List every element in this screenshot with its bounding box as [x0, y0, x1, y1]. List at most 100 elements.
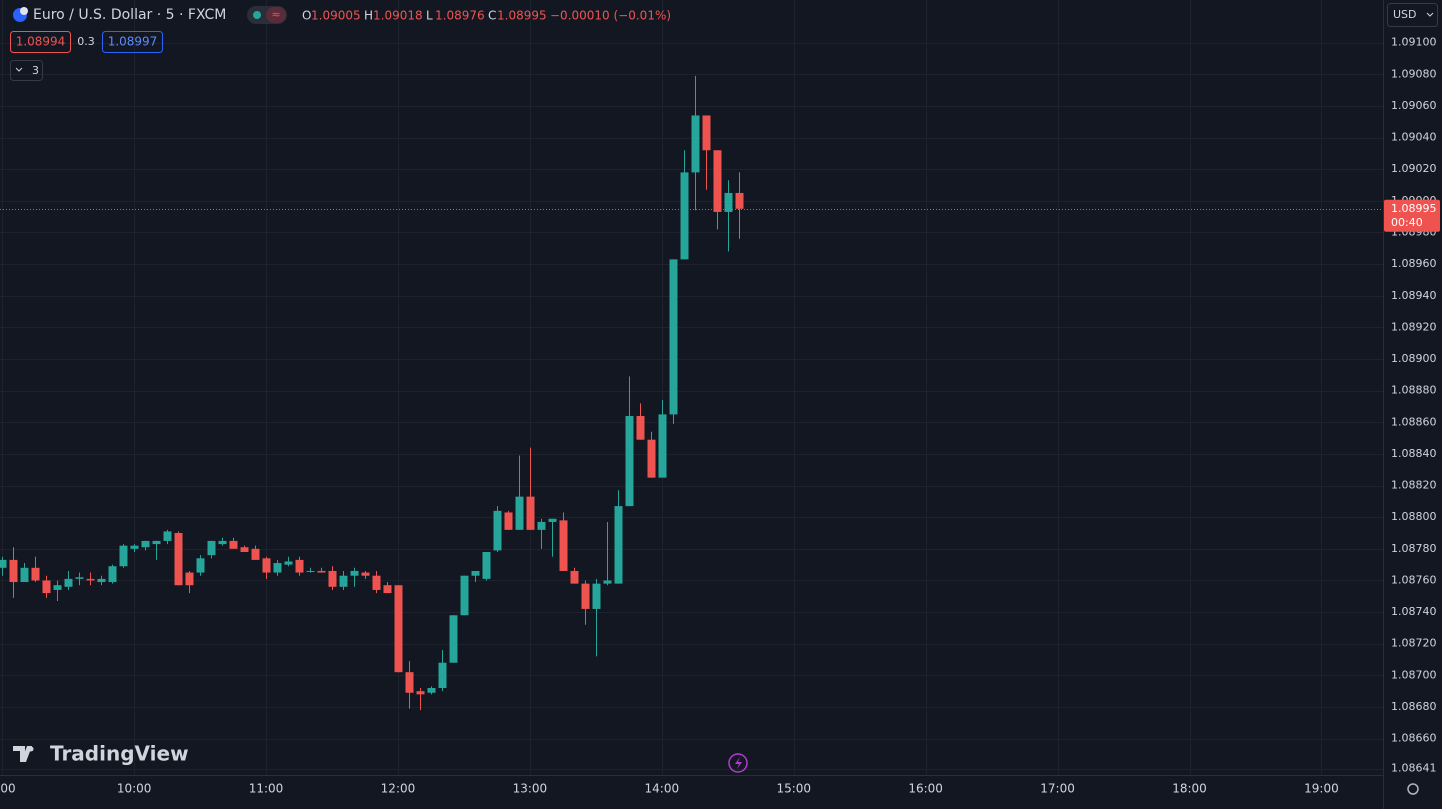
buy-button[interactable]	[102, 31, 163, 53]
ohlc-legend: O 1.09005 H 1.09018 L 1.08976 C 1.08995 −0.00010…	[302, 9, 671, 23]
candle-body	[350, 570, 359, 576]
ohlc-value: 1.09005	[311, 9, 361, 23]
y-tick-label: 1.08860	[1391, 415, 1437, 428]
candle-body	[581, 583, 590, 609]
candle-body	[339, 575, 348, 587]
x-tick-label: 15:00	[776, 782, 811, 796]
candle-body	[130, 545, 139, 549]
candle-body	[405, 672, 414, 693]
indicator-count: 3	[32, 64, 39, 77]
candle-body	[152, 540, 161, 545]
candle-body	[669, 259, 678, 415]
spread: 0.3	[77, 35, 95, 48]
price-tag-countdown: 00:40	[1391, 216, 1423, 229]
y-tick-label: 1.08740	[1391, 605, 1437, 618]
ohlc-value: 1.09018	[373, 9, 423, 23]
candle-body	[493, 510, 502, 551]
candle-body	[185, 572, 194, 586]
candle-body	[31, 567, 40, 581]
y-tick-label: 1.08840	[1391, 447, 1437, 460]
candle-body	[306, 570, 315, 572]
overlay: Euro / U.S. Dollar · 5 · FXCM ≈ O 1.09005…	[10, 6, 748, 773]
chevron-icon	[1426, 12, 1434, 17]
ohlc-label: O	[302, 9, 311, 23]
candle-body	[262, 558, 271, 573]
brand-logo	[13, 746, 32, 762]
candle-body	[735, 192, 744, 209]
candle-body	[647, 439, 656, 478]
candle-body	[504, 512, 513, 530]
sell-button[interactable]	[10, 31, 71, 53]
y-tick-label: 1.08660	[1391, 732, 1437, 745]
candle-body	[603, 580, 612, 584]
x-tick-label: 12:00	[381, 782, 416, 796]
candle-body	[229, 540, 238, 549]
axes: 1.08641 1.08660 1.08680 1.08700 1.08720 1.087…	[0, 36, 1437, 796]
candle-body	[592, 583, 601, 609]
currency-select[interactable]	[1387, 3, 1438, 27]
y-tick-label: 1.08880	[1391, 384, 1437, 397]
candle-body	[251, 548, 260, 560]
y-tick-label: 1.08900	[1391, 352, 1437, 365]
candle-body	[9, 559, 18, 583]
ohlc-value: 1.08995	[497, 9, 547, 23]
y-tick-label: 1.08700	[1391, 668, 1437, 681]
x-tick-label: 14:00	[645, 782, 680, 796]
settings-icon[interactable]	[1407, 783, 1419, 795]
ohlc-value: 1.08976	[435, 9, 485, 23]
time-axis	[0, 775, 1383, 809]
y-tick-label: 1.08641	[1391, 762, 1437, 775]
candle-body	[482, 551, 491, 579]
candle-body	[394, 585, 403, 673]
y-tick-label: 1.08760	[1391, 573, 1437, 586]
candle-body	[537, 521, 546, 530]
data-status-icon: ≈	[271, 8, 280, 21]
candle-body	[317, 570, 326, 573]
price-change: −0.00010 (−0.01%)	[550, 9, 671, 23]
candle-body	[141, 540, 150, 548]
x-tick-label: 16:00	[908, 782, 943, 796]
candle-body	[570, 570, 579, 584]
y-tick-label: 1.08800	[1391, 510, 1437, 523]
candle-body	[614, 506, 623, 584]
ask-price: 1.08997	[108, 35, 158, 49]
price-tag-box	[1384, 199, 1440, 232]
ohlc-label: C	[488, 9, 496, 23]
candle-body	[636, 415, 645, 440]
candle-body	[416, 691, 425, 695]
x-tick-label: 19:00	[1304, 782, 1339, 796]
chevron-icon	[15, 67, 23, 72]
candle-body	[218, 540, 227, 545]
candle-body	[273, 563, 282, 573]
x-tick-label: 17:00	[1040, 782, 1075, 796]
y-tick-label: 1.08920	[1391, 320, 1437, 333]
candle-body	[328, 570, 337, 587]
market-status	[253, 11, 261, 19]
candle-body	[20, 567, 29, 583]
x-tick-label: 18:00	[1172, 782, 1207, 796]
events-icon[interactable]	[728, 753, 748, 773]
candle-body	[383, 585, 392, 594]
candle-body	[174, 533, 183, 586]
indicators-toggle[interactable]	[10, 60, 43, 81]
candle-body	[119, 545, 128, 567]
bid-price: 1.08994	[16, 35, 66, 49]
candle-body	[658, 414, 667, 478]
candle-body	[691, 115, 700, 173]
candles	[0, 75, 1383, 711]
candle-body	[163, 531, 172, 541]
x-tick-label: 11:00	[249, 782, 284, 796]
candle-body	[240, 547, 249, 552]
ohlc-label: L	[426, 9, 433, 23]
data-status	[266, 7, 286, 23]
y-tick-label: 1.08680	[1391, 700, 1437, 713]
candle-body	[0, 559, 7, 568]
candle-body	[471, 570, 480, 576]
chart-title: Euro / U.S. Dollar · 5 · FXCM	[33, 7, 226, 23]
candle-body	[526, 496, 535, 530]
events-icon	[735, 757, 742, 769]
y-tick-label: 1.08940	[1391, 289, 1437, 302]
candle-body	[548, 518, 557, 522]
